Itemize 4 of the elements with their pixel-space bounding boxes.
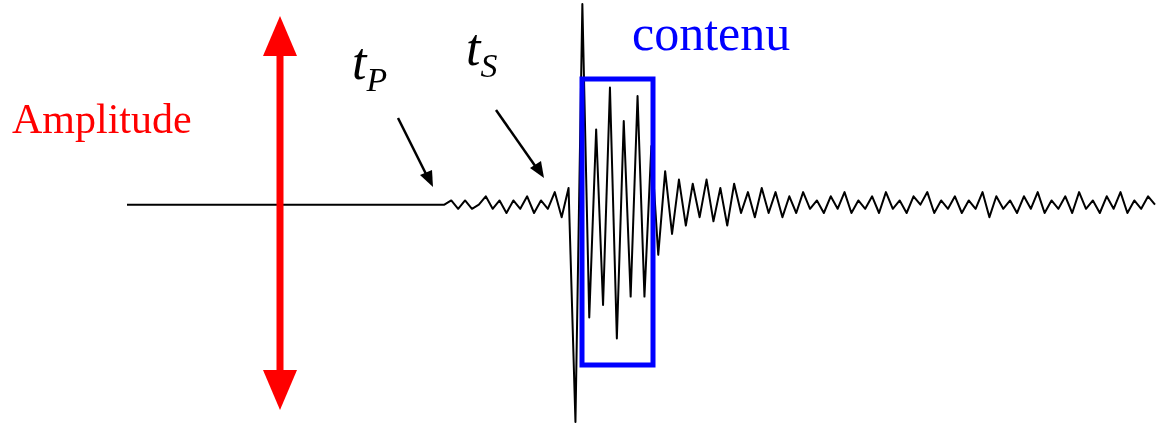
annotation: Amplitude <box>12 96 192 142</box>
annotation: t$_{P}$ <box>352 33 388 98</box>
annotation: contenu <box>632 5 791 61</box>
annotation: t$_{S}$ <box>466 19 498 84</box>
